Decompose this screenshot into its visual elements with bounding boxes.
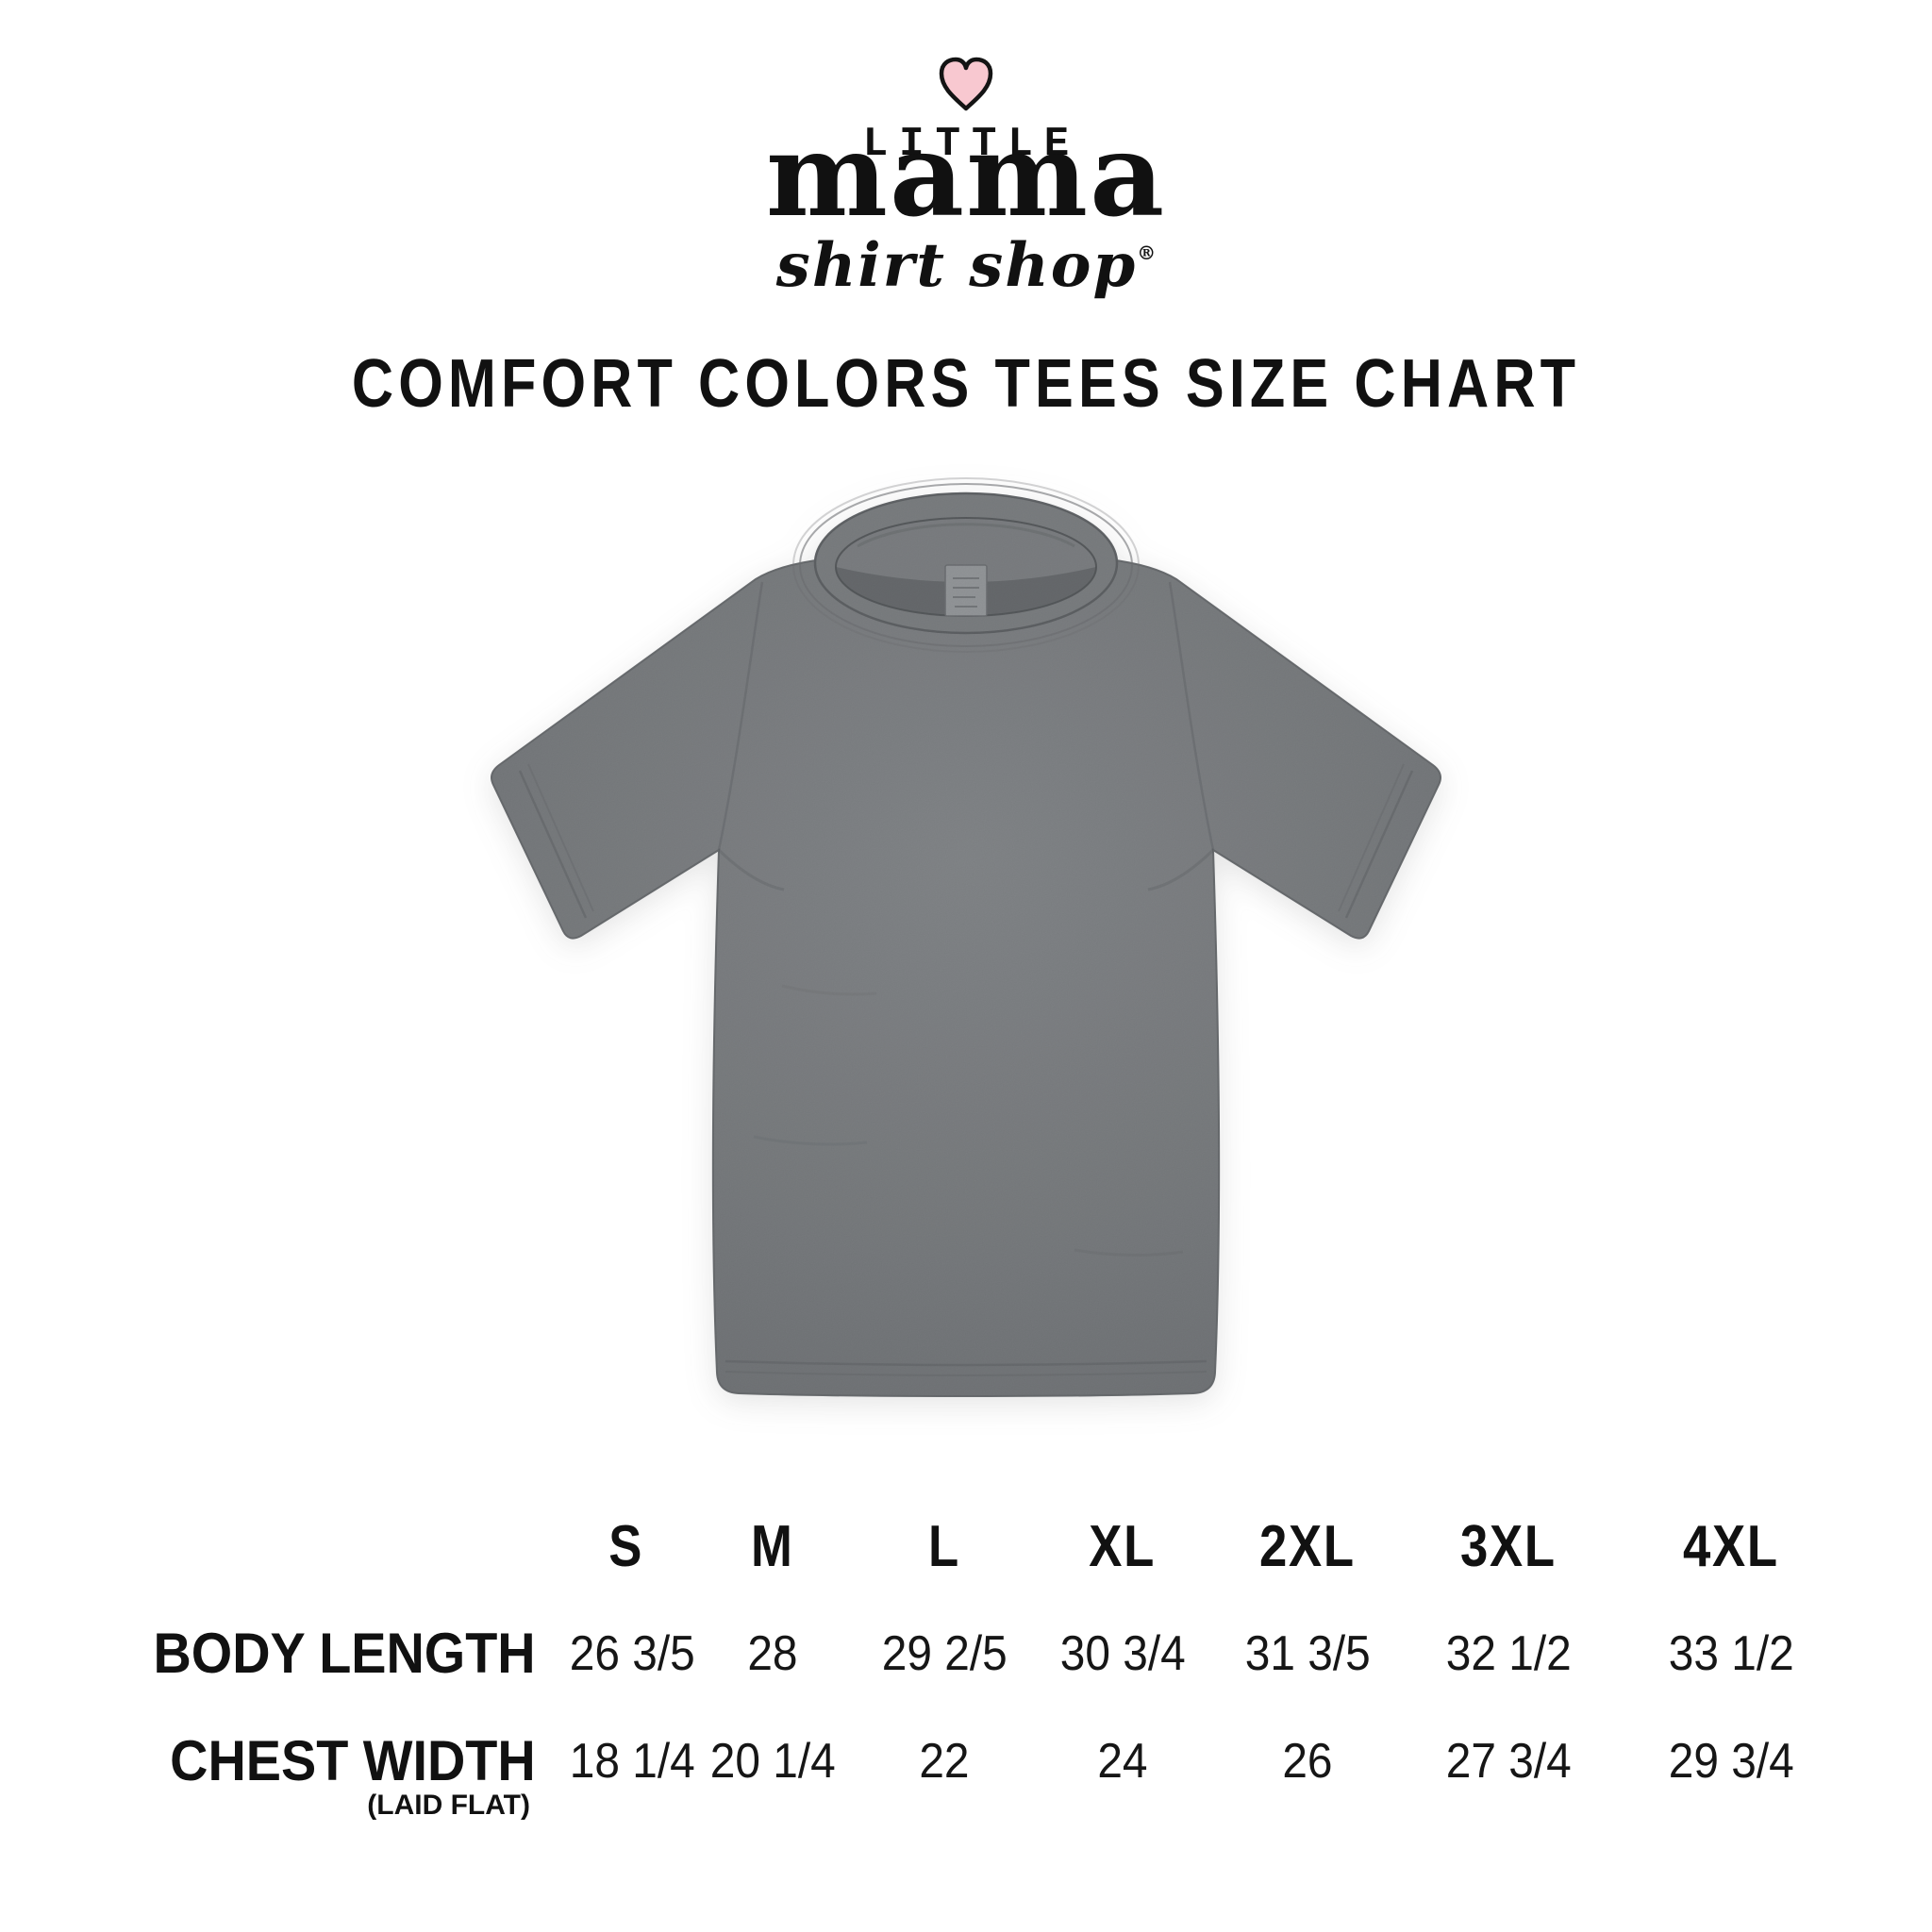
body-length-s: 26 3/5 — [569, 1626, 695, 1681]
body-length-3xl: 32 1/2 — [1445, 1626, 1572, 1681]
chest-width-3xl: 27 3/4 — [1445, 1734, 1572, 1789]
size-col-header-l: L — [928, 1514, 960, 1579]
page-title: COMFORT COLORS TEES SIZE CHART — [0, 350, 1932, 418]
size-col-header-xl: XL — [1089, 1514, 1157, 1579]
size-col-header-2xl: 2XL — [1259, 1514, 1356, 1579]
logo-shirt-shop-script: shirt shop — [775, 230, 1138, 301]
body-length-xl: 30 3/4 — [1059, 1626, 1186, 1681]
page-title-text: COMFORT COLORS TEES SIZE CHART — [351, 346, 1581, 422]
logo-shirt-shop-text: shirt shop® — [0, 223, 1932, 296]
size-table-header-row: S M L XL 2XL 3XL 4XL — [0, 1517, 1847, 1577]
chest-width-l: 22 — [919, 1734, 970, 1789]
body-length-4xl: 33 1/2 — [1668, 1626, 1794, 1681]
chest-width-xl: 24 — [1097, 1734, 1148, 1789]
chest-width-m: 20 1/4 — [709, 1734, 836, 1789]
size-col-header-s: S — [608, 1514, 644, 1579]
body-length-m: 28 — [747, 1626, 798, 1681]
tshirt-product-image — [491, 477, 1441, 1397]
body-length-2xl: 31 3/5 — [1244, 1626, 1371, 1681]
chest-width-s: 18 1/4 — [569, 1734, 695, 1789]
size-col-header-4xl: 4XL — [1683, 1514, 1779, 1579]
chest-width-2xl: 26 — [1282, 1734, 1333, 1789]
size-col-header-m: M — [751, 1514, 794, 1579]
heart-icon — [939, 57, 993, 111]
body-length-label: BODY LENGTH — [153, 1622, 536, 1685]
logo-mama-text: mama — [765, 107, 1167, 242]
body-length-l: 29 2/5 — [881, 1626, 1008, 1681]
registered-trademark: ® — [1137, 242, 1157, 264]
chest-width-sublabel: (LAID FLAT) — [367, 1790, 530, 1821]
chest-width-label: CHEST WIDTH (LAID FLAT) — [170, 1729, 536, 1822]
body-length-row: BODY LENGTH 26 3/5 28 29 2/5 30 3/4 31 3… — [0, 1624, 1847, 1683]
size-col-header-3xl: 3XL — [1460, 1514, 1557, 1579]
chest-width-row: CHEST WIDTH (LAID FLAT) 18 1/4 20 1/4 22… — [0, 1729, 1847, 1822]
chest-width-4xl: 29 3/4 — [1668, 1734, 1794, 1789]
logo-little-text: LITTLE — [862, 121, 1081, 168]
